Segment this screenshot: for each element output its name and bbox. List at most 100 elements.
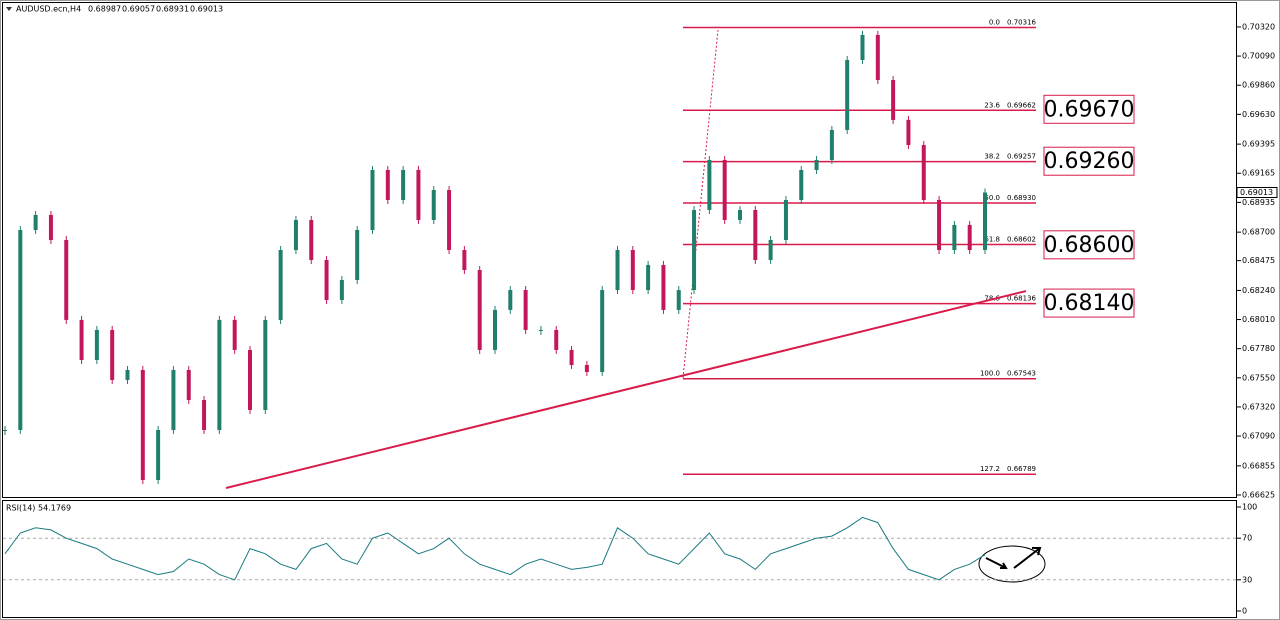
- annotation-box: [1043, 288, 1135, 318]
- candle: [18, 229, 23, 430]
- y-tick-label: 0.68240: [1242, 286, 1275, 295]
- low: 0.68931: [156, 5, 189, 14]
- y-tick-label: 0.69165: [1242, 169, 1275, 178]
- fib-ratio: 0.0: [989, 18, 1000, 26]
- fib-ratio: 50.0: [984, 194, 1000, 202]
- fib-price: 0.68930: [1007, 194, 1036, 202]
- candle: [630, 250, 635, 291]
- y-tick-label: 0.69860: [1242, 81, 1275, 90]
- candle: [508, 290, 513, 310]
- y-tick-label: 0.70090: [1242, 52, 1275, 61]
- y-tick-label: 0.69395: [1242, 140, 1275, 149]
- y-tick-label: 0.68475: [1242, 256, 1275, 265]
- y-tick-label: 0.68700: [1242, 228, 1275, 237]
- y-tick-label: 0.70320: [1242, 22, 1275, 31]
- price-box: [1236, 187, 1278, 199]
- candle: [324, 260, 329, 301]
- candle: [983, 192, 987, 251]
- candle: [125, 369, 130, 380]
- candle: [64, 240, 69, 320]
- candle: [952, 224, 957, 251]
- candle: [477, 270, 482, 350]
- candle: [3, 429, 7, 431]
- candle: [293, 219, 298, 251]
- candle: [768, 240, 773, 261]
- candle: [615, 250, 620, 291]
- candle: [171, 369, 176, 430]
- candle: [891, 80, 896, 120]
- candle: [921, 145, 926, 200]
- candle: [263, 319, 268, 410]
- rsi-tick-label: 70: [1242, 534, 1252, 543]
- candle: [937, 199, 942, 251]
- rsi-line: [4, 516, 986, 581]
- candle: [707, 159, 712, 210]
- candle: [248, 349, 252, 410]
- y-tick-label: 0.67320: [1242, 402, 1275, 411]
- candle: [385, 169, 390, 200]
- annotation: 0.69670: [1044, 97, 1135, 122]
- candle: [370, 169, 375, 230]
- candle: [538, 329, 543, 331]
- candle: [967, 224, 972, 251]
- candle: [600, 290, 605, 372]
- candle: [186, 369, 191, 400]
- annotation: 0.69260: [1044, 149, 1135, 174]
- candle: [845, 60, 850, 130]
- annotation: 0.68600: [1044, 233, 1135, 258]
- rsi-panel: [2, 500, 1237, 618]
- candle: [79, 319, 84, 360]
- candle: [416, 169, 421, 220]
- fib-ratio: 127.2: [980, 465, 1000, 473]
- fib-ratio: 61.8: [984, 236, 1000, 244]
- candle: [110, 329, 115, 380]
- candle: [140, 369, 145, 481]
- candle: [278, 250, 283, 320]
- annotation: 0.68140: [1044, 291, 1135, 316]
- y-tick-label: 0.67550: [1242, 373, 1275, 382]
- candle: [753, 209, 758, 261]
- current-price: 0.69013: [1240, 188, 1273, 197]
- y-tick-label: 0.68935: [1242, 198, 1275, 207]
- candle: [202, 399, 207, 430]
- y-tick-label: 0.68010: [1242, 315, 1275, 324]
- candle: [554, 329, 559, 350]
- rsi-tick-label: 0: [1242, 607, 1247, 616]
- arrows: [985, 547, 1042, 569]
- fib-price: 0.66789: [1007, 465, 1036, 473]
- close: 0.69013: [190, 5, 223, 14]
- candle: [829, 129, 834, 160]
- fib-ratio: 100.0: [980, 370, 1000, 378]
- candle: [661, 264, 666, 310]
- candle: [722, 159, 727, 220]
- candle: [523, 290, 528, 330]
- candle: [156, 429, 161, 481]
- candle: [94, 329, 99, 360]
- candle: [48, 214, 53, 241]
- fib-price: 0.70316: [1007, 18, 1036, 26]
- rsi-value: 54.1769: [38, 504, 71, 513]
- candle: [584, 365, 589, 372]
- y-tick-label: 0.66855: [1242, 461, 1275, 470]
- candle: [355, 229, 360, 281]
- y-tick-label: 0.67780: [1242, 344, 1275, 353]
- candle: [646, 264, 651, 291]
- candle: [493, 309, 497, 350]
- candle: [33, 214, 38, 230]
- rsi-name: RSI(14): [6, 504, 35, 513]
- fib-price: 0.69257: [1007, 153, 1036, 161]
- annotation-box: [1043, 146, 1135, 176]
- candle: [799, 169, 804, 200]
- trendline: [225, 290, 1027, 489]
- fib-ratio: 38.2: [984, 153, 1000, 161]
- fib-price: 0.68602: [1007, 236, 1036, 244]
- symbol: AUDUSD.ecn,H4: [16, 5, 81, 14]
- y-tick-label: 0.67090: [1242, 432, 1275, 441]
- open: 0.68987: [88, 5, 121, 14]
- fib-ratio: 23.6: [984, 101, 1000, 109]
- candle: [906, 119, 911, 146]
- candle: [738, 209, 742, 220]
- circle-note: [978, 545, 1046, 583]
- candle: [814, 159, 819, 170]
- rsi-tick-label: 100: [1242, 503, 1257, 512]
